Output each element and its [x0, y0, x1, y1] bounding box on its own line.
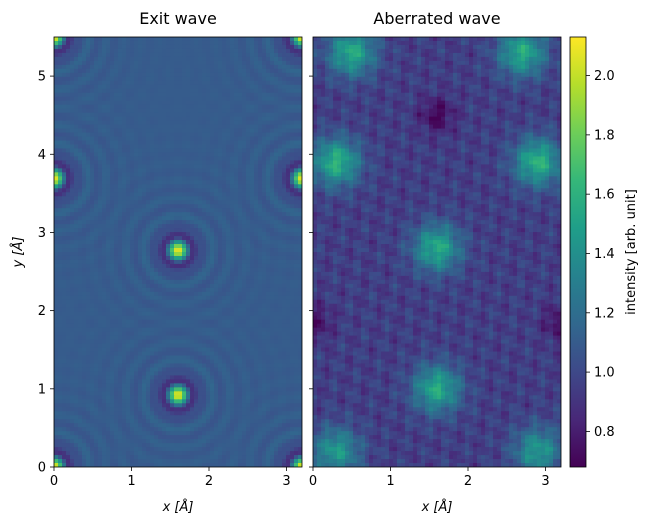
aberrated-wave-title: Aberrated wave	[373, 9, 500, 28]
y-tick-label: 5	[38, 70, 46, 85]
y-tick-label: 4	[38, 148, 46, 163]
aberrated-wave-heatmap	[313, 37, 561, 467]
colorbar-tick-label: 2.0	[594, 69, 615, 84]
exit-wave-frame	[53, 36, 303, 468]
exit-wave-panel: Exit wave 0 1 2 3 0 1 2 3 4 5 x [Å] y [Å]	[10, 9, 303, 515]
colorbar-ticks: 0.8 1.0 1.2 1.4 1.6 1.8 2.0	[586, 69, 615, 440]
y-tick-label: 3	[38, 226, 46, 241]
colorbar-tick-label: 1.8	[594, 128, 615, 143]
x-tick-label: 3	[541, 474, 549, 489]
aberrated-wave-frame	[312, 36, 562, 468]
aberrated-wave-panel: Aberrated wave 0 1 2 3 x [Å]	[309, 9, 562, 515]
y-tick-label: 0	[38, 461, 46, 476]
exit-wave-x-ticks: 0 1 2 3	[50, 467, 291, 489]
colorbar-label: intensity [arb. unit]	[624, 189, 639, 315]
colorbar-tick-label: 1.2	[594, 306, 615, 321]
colorbar: 0.8 1.0 1.2 1.4 1.6 1.8 2.0 intensity [arb. un…	[569, 36, 639, 468]
colorbar-tick-label: 1.6	[594, 188, 615, 203]
colorbar-tick-label: 1.0	[594, 366, 615, 381]
x-tick-label: 2	[205, 474, 213, 489]
aberrated-wave-y-ticks	[309, 75, 313, 468]
x-tick-label: 0	[50, 474, 58, 489]
aberrated-wave-x-label: x [Å]	[421, 499, 453, 515]
x-tick-label: 1	[127, 474, 135, 489]
x-tick-label: 3	[282, 474, 290, 489]
exit-wave-y-label: y [Å]	[10, 237, 26, 269]
exit-wave-y-ticks: 0 1 2 3 4 5	[38, 70, 54, 476]
x-tick-label: 0	[309, 474, 317, 489]
y-tick-label: 2	[38, 304, 46, 319]
exit-wave-heatmap	[54, 37, 302, 467]
exit-wave-x-label: x [Å]	[162, 499, 194, 515]
colorbar-bar	[569, 36, 587, 468]
y-tick-label: 1	[38, 382, 46, 397]
exit-wave-title: Exit wave	[139, 9, 217, 28]
x-tick-label: 2	[464, 474, 472, 489]
colorbar-tick-label: 0.8	[594, 425, 615, 440]
colorbar-tick-label: 1.4	[594, 247, 615, 262]
aberrated-wave-x-ticks: 0 1 2 3	[309, 467, 550, 489]
x-tick-label: 1	[386, 474, 394, 489]
